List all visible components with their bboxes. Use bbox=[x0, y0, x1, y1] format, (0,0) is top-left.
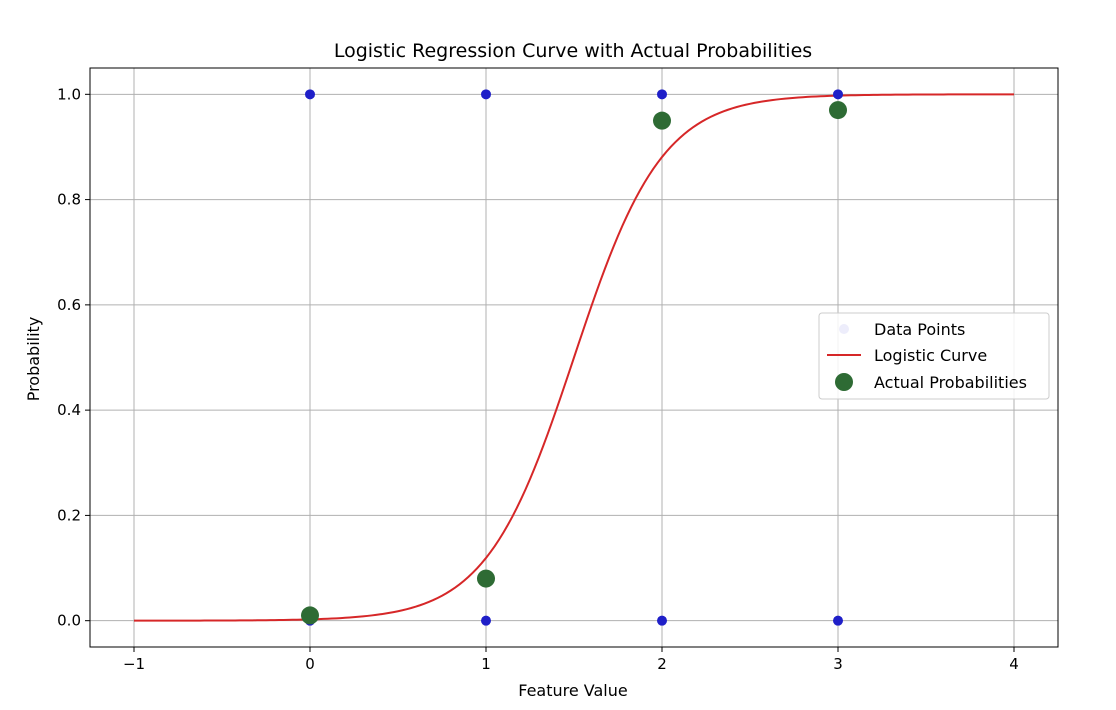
x-tick-label: 0 bbox=[305, 655, 315, 673]
legend-marker-actual-probabilities bbox=[835, 373, 853, 391]
legend-box bbox=[818, 312, 1050, 400]
data-point bbox=[657, 89, 667, 100]
x-tick-label: 2 bbox=[657, 655, 667, 673]
y-tick-label: 0.4 bbox=[57, 401, 81, 419]
x-tick-label: −1 bbox=[123, 655, 145, 673]
chart-title: Logistic Regression Curve with Actual Pr… bbox=[334, 40, 812, 62]
y-tick-label: 0.2 bbox=[57, 506, 81, 524]
legend: Data Points Logistic Curve Actual Probabil… bbox=[818, 312, 1050, 400]
x-tick-label: 1 bbox=[481, 655, 491, 673]
y-axis-label: Probability bbox=[24, 317, 43, 402]
y-tick-label: 0.8 bbox=[57, 191, 81, 209]
grid-lines bbox=[90, 68, 1058, 647]
data-point bbox=[833, 89, 843, 100]
actual-probability-point bbox=[477, 569, 495, 588]
logistic-curve-line bbox=[134, 93, 1014, 622]
x-tick-label: 3 bbox=[833, 655, 843, 673]
actual-probability-point bbox=[829, 101, 847, 120]
data-point bbox=[481, 89, 491, 100]
legend-entry-label: Logistic Curve bbox=[874, 346, 987, 365]
logistic-curve-layer bbox=[134, 93, 1014, 622]
data-point bbox=[833, 615, 843, 626]
data-point bbox=[305, 89, 315, 100]
actual-probability-point bbox=[301, 606, 319, 625]
actual-probabilities-layer bbox=[301, 101, 847, 625]
data-point bbox=[481, 615, 491, 626]
legend-entry-label: Data Points bbox=[874, 320, 965, 339]
plot-frame bbox=[89, 67, 1059, 648]
legend-entry-label: Actual Probabilities bbox=[874, 373, 1027, 392]
y-tick-label: 0.0 bbox=[57, 612, 81, 630]
y-tick-label: 1.0 bbox=[57, 85, 81, 103]
actual-probability-point bbox=[653, 111, 671, 130]
x-axis-label: Feature Value bbox=[518, 681, 627, 700]
data-point bbox=[657, 615, 667, 626]
axis-ticks: −1 0 1 2 3 4 0.0 0.2 0.4 0.6 0.8 1.0 bbox=[57, 85, 1019, 673]
x-tick-label: 4 bbox=[1009, 655, 1019, 673]
legend-marker-data-points bbox=[839, 324, 849, 334]
y-tick-label: 0.6 bbox=[57, 296, 81, 314]
